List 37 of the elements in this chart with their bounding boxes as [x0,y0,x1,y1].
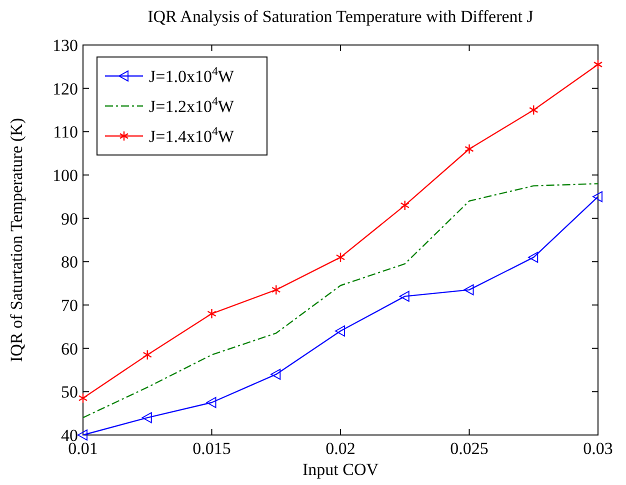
x-tick-label: 0.015 [192,439,231,458]
x-tick-label: 0.03 [583,439,613,458]
point [464,284,474,296]
point [528,252,538,263]
y-tick-label: 90 [61,209,78,228]
point [270,368,281,380]
legend-label: J=1.0x10$^{4}$W [149,64,235,86]
y-tick-label: 60 [61,339,78,358]
point [336,252,346,263]
point [335,326,345,336]
point [206,397,216,408]
x-axis-title: Input COV [302,460,380,479]
point [272,284,281,296]
y-tick-label: 110 [53,122,78,142]
y-tick-label: 100 [52,166,78,185]
legend-label: J=1.4x10$^{4}$W [149,124,235,146]
point [78,392,88,404]
y-tick-label: 130 [52,36,78,55]
chart-title: IQR Analysis of Saturation Temperature with Different J [148,7,534,26]
point [592,191,602,202]
y-axis-title: IQR of Saturtation Temperature (K) [7,118,26,362]
point [593,59,603,70]
x-tick-label: 0.02 [326,439,356,458]
legend-label: J=1.2x10$^{4}$W [149,94,235,116]
point [142,412,152,424]
point [399,290,410,302]
y-tick-label: 50 [61,382,78,402]
y-tick-label: 80 [61,252,78,272]
x-tick-label: 0.025 [450,439,488,458]
point [207,308,216,319]
point [529,104,538,116]
point [464,144,474,154]
y-tick-label: 120 [52,79,78,98]
point [142,350,152,360]
point [400,200,410,211]
y-tick-label: 70 [61,296,78,315]
point [78,430,88,440]
